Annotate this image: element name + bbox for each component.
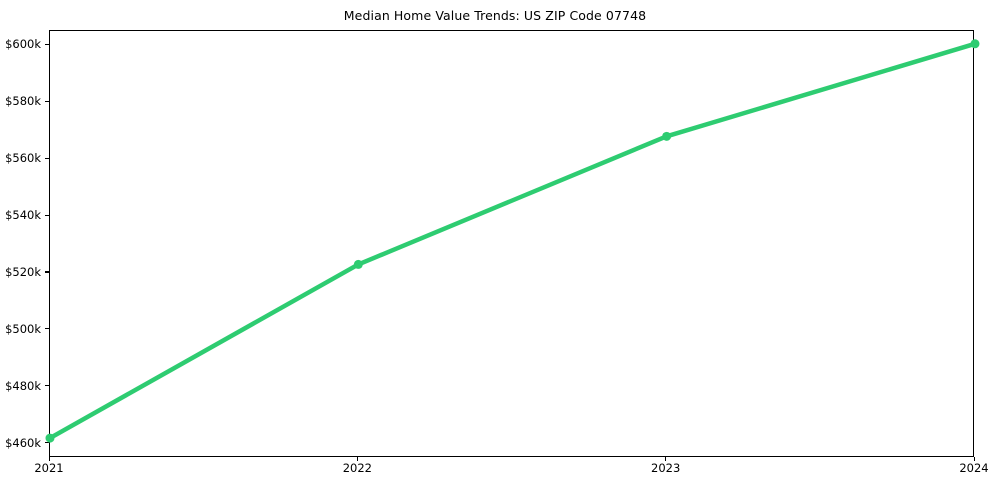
x-tick-label: 2022 [342,461,372,475]
x-tick-label: 2024 [959,461,989,475]
y-tick-mark [45,157,49,159]
series-markers [45,39,980,443]
y-tick-mark [45,328,49,330]
data-point-marker [353,259,363,269]
data-point-marker [970,39,980,49]
y-tick-label: $580k [5,94,41,109]
y-tick-mark [45,442,49,444]
x-tick-label: 2023 [651,461,681,475]
y-tick-mark [45,43,49,45]
y-tick-mark [45,100,49,102]
y-tick-label: $600k [5,37,41,52]
y-tick-label: $500k [5,321,41,336]
y-tick-label: $520k [5,264,41,279]
y-tick-label: $540k [5,208,41,223]
y-tick-mark [45,271,49,273]
x-tick-label: 2021 [34,461,64,475]
y-tick-label: $480k [5,378,41,393]
chart-title: Median Home Value Trends: US ZIP Code 07… [343,8,647,23]
x-tick-mark [665,457,667,461]
y-axis-tick-marks [0,0,60,490]
series-line-median-home-value [47,41,978,441]
y-tick-label: $460k [5,435,41,450]
y-axis-tick-labels: $460k $480k $500k $520k $540k $560k $580k $600k [0,0,41,490]
y-tick-mark [45,385,49,387]
data-point-marker [45,433,55,443]
x-tick-mark [356,457,358,461]
plot-area [45,30,980,457]
data-point-marker [662,131,672,141]
x-tick-mark [48,457,50,461]
y-tick-mark [45,214,49,216]
x-tick-mark [973,457,975,461]
line-series-svg [45,39,980,443]
y-tick-label: $560k [5,151,41,166]
